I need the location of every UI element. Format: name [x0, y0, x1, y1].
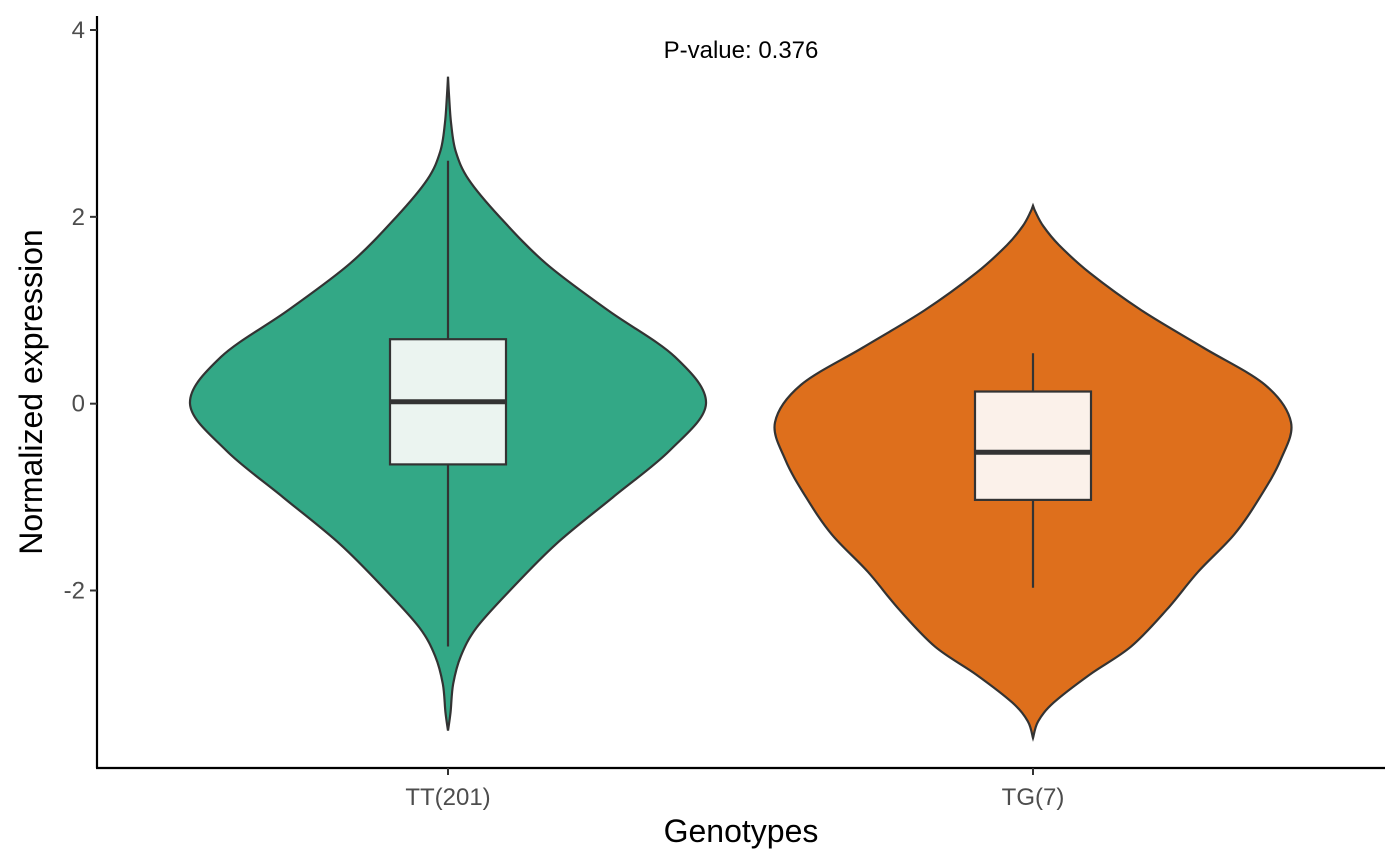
x-tick-label-1: TG(7)	[1002, 784, 1065, 811]
y-tick-label-2: 2	[72, 204, 85, 231]
y-axis-ticks: -2 0 2 4	[64, 17, 97, 605]
x-axis-title: Genotypes	[664, 813, 819, 849]
y-tick-label-3: 4	[72, 17, 85, 44]
box-2	[973, 390, 1093, 501]
y-tick-label-1: 0	[72, 391, 85, 418]
boxplot-layer	[388, 160, 1093, 647]
p-value-annotation: P-value: 0.376	[664, 37, 819, 64]
y-tick-label-0: -2	[64, 578, 85, 605]
y-axis-title: Normalized expression	[13, 229, 49, 554]
violin-layer	[188, 76, 1293, 742]
x-axis-ticks: TT(201) TG(7)	[405, 768, 1064, 811]
x-tick-label-0: TT(201)	[405, 784, 490, 811]
